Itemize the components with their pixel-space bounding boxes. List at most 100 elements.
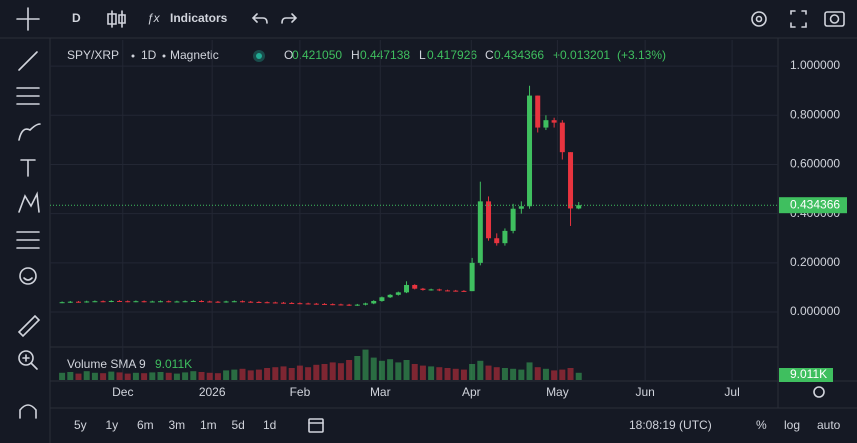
volume-bar	[452, 368, 459, 380]
volume-bar	[477, 360, 484, 380]
y-tick-label: 0.200000	[790, 255, 840, 269]
volume-bar	[83, 371, 90, 380]
volume-bar	[542, 368, 549, 380]
candle-body	[535, 95, 541, 128]
candle-body	[67, 301, 73, 303]
pattern-tool[interactable]	[18, 191, 40, 213]
volume-badge	[779, 368, 833, 382]
candle-body	[108, 300, 114, 302]
candle-body	[551, 120, 557, 123]
undo-icon[interactable]	[251, 13, 268, 24]
candle-body	[518, 206, 524, 209]
candle-body	[207, 301, 213, 303]
range-button[interactable]: 1d	[263, 418, 276, 432]
candle-body	[240, 301, 246, 303]
volume-bar	[124, 373, 131, 380]
range-button[interactable]: 6m	[137, 418, 154, 432]
volume-bar	[264, 368, 271, 380]
x-tick-label: Mar	[370, 385, 391, 399]
candle-body	[404, 284, 410, 293]
volume-bar	[182, 372, 189, 380]
open-value: 0.421050	[292, 48, 342, 62]
volume-bar	[411, 364, 418, 380]
candle-body	[445, 290, 451, 292]
volume-bar	[510, 368, 517, 380]
text-tool[interactable]	[20, 159, 36, 177]
emoji-tool[interactable]	[19, 267, 37, 285]
fx-glyph: ƒx	[147, 11, 161, 25]
candle-body	[387, 294, 393, 298]
redo-icon[interactable]	[281, 13, 298, 24]
volume-bar	[231, 369, 238, 380]
interval-label: 1D	[141, 48, 157, 62]
settings-small-icon[interactable]	[813, 386, 825, 398]
candle-body	[363, 303, 369, 305]
percent-toggle[interactable]: %	[756, 418, 767, 432]
high-label: H	[351, 48, 360, 62]
range-button[interactable]: 5d	[232, 418, 245, 432]
candle-body	[231, 301, 237, 303]
crosshair-icon[interactable]	[16, 7, 40, 31]
fx-icon[interactable]: ƒx	[147, 11, 161, 25]
range-button[interactable]: 3m	[169, 418, 186, 432]
change-value: +0.013201	[553, 48, 610, 62]
candle-body	[453, 290, 459, 292]
close-label: C	[485, 48, 494, 62]
settings-icon[interactable]	[751, 11, 767, 27]
screenshot-icon[interactable]	[824, 11, 845, 27]
magnet-tool[interactable]	[19, 404, 37, 419]
candle-body	[330, 304, 336, 306]
candle-body	[158, 301, 164, 303]
range-button[interactable]: 5y	[74, 418, 87, 432]
volume-bar	[444, 368, 451, 380]
candle-body	[166, 301, 172, 303]
ruler-tool[interactable]	[17, 314, 41, 338]
candle-body	[223, 301, 229, 303]
brush-tool[interactable]	[18, 123, 41, 141]
volume-bar	[403, 360, 410, 380]
market-status-dot	[256, 53, 262, 59]
indicators-button[interactable]: Indicators	[170, 11, 228, 25]
volume-bar	[362, 349, 369, 380]
x-tick-label: Feb	[290, 385, 311, 399]
volume-bar	[239, 368, 246, 380]
zoom-tool[interactable]	[18, 350, 38, 370]
prediction-tool[interactable]	[16, 231, 40, 249]
range-button[interactable]: 1m	[200, 418, 217, 432]
fullscreen-icon[interactable]	[790, 10, 807, 28]
log-toggle[interactable]: log	[784, 418, 800, 432]
volume-bar	[329, 362, 336, 380]
volume-bar	[288, 368, 295, 380]
candle-body	[477, 201, 483, 263]
interval-button[interactable]: D	[72, 11, 81, 25]
volume-bar	[116, 372, 123, 380]
candle-body	[420, 288, 426, 290]
auto-toggle[interactable]: auto	[817, 418, 841, 432]
volume-bar	[321, 364, 328, 380]
candle-body	[494, 238, 500, 244]
candle-body	[576, 205, 582, 209]
x-tick-label: 2026	[199, 385, 226, 399]
candle-body	[486, 201, 492, 239]
range-button[interactable]: 1y	[106, 418, 119, 432]
volume-bar	[567, 368, 574, 380]
x-tick-label: Dec	[112, 385, 133, 399]
candle-body	[543, 120, 549, 128]
volume-bar	[419, 365, 426, 380]
trend-line-tool[interactable]	[18, 51, 38, 71]
volume-bar	[370, 357, 377, 380]
volume-bar	[305, 367, 312, 380]
candle-type-icon[interactable]	[107, 10, 126, 28]
candle-body	[568, 152, 574, 209]
volume-bar	[469, 364, 476, 380]
fib-tool[interactable]	[16, 87, 40, 105]
volume-bar	[354, 356, 361, 380]
candle-body	[133, 301, 139, 303]
close-value: 0.434366	[494, 48, 544, 62]
volume-bar	[387, 359, 394, 380]
volume-bar	[67, 372, 74, 380]
candle-body	[379, 297, 385, 301]
date-range-icon[interactable]	[308, 418, 324, 433]
volume-bar	[428, 366, 435, 380]
